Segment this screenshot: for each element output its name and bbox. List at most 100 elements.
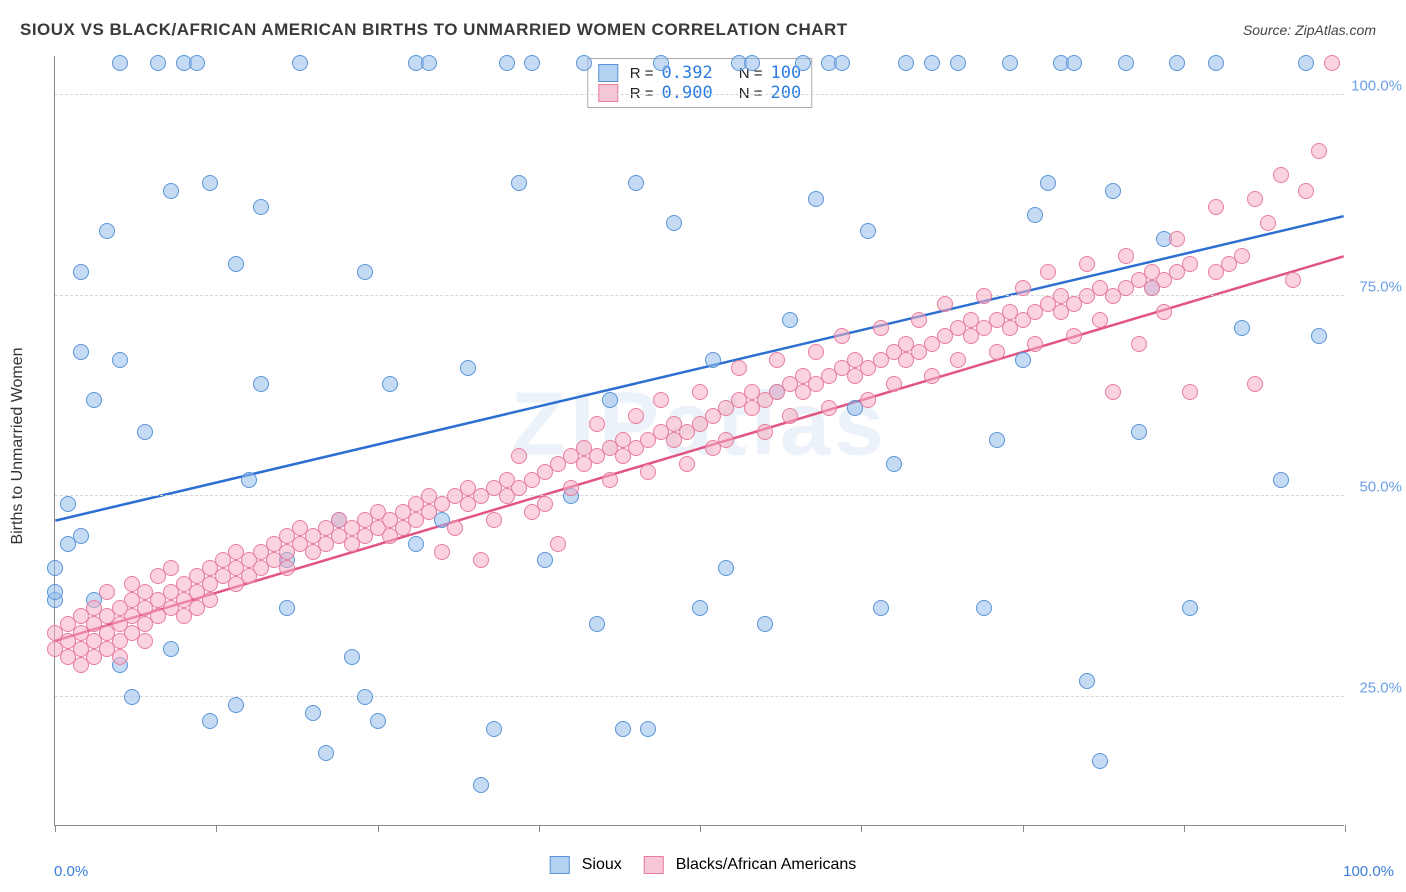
data-point [782,312,798,328]
data-point [1298,183,1314,199]
data-point [1156,304,1172,320]
data-point [950,352,966,368]
data-point [537,496,553,512]
y-axis-label: Births to Unmarried Women [9,347,27,544]
data-point [253,376,269,392]
r-label: R = [630,85,654,102]
r-value: 0.392 [662,63,713,83]
data-point [640,464,656,480]
series-legend: Sioux Blacks/African Americans [550,856,857,874]
data-point [821,400,837,416]
data-point [473,552,489,568]
data-point [1311,143,1327,159]
data-point [757,616,773,632]
data-point [99,584,115,600]
data-point [1027,207,1043,223]
data-point [137,633,153,649]
data-point [692,600,708,616]
data-point [1324,55,1340,71]
data-point [937,296,953,312]
data-point [344,649,360,665]
data-point [1182,384,1198,400]
n-label: N = [739,85,763,102]
data-point [808,191,824,207]
data-point [1273,167,1289,183]
data-point [47,560,63,576]
data-point [808,344,824,360]
data-point [628,408,644,424]
data-point [228,256,244,272]
x-tick [1023,825,1024,832]
data-point [499,55,515,71]
data-point [924,368,940,384]
data-point [163,560,179,576]
data-point [1079,256,1095,272]
data-point [873,320,889,336]
data-point [589,416,605,432]
data-point [1131,424,1147,440]
data-point [1182,256,1198,272]
data-point [511,448,527,464]
data-point [357,689,373,705]
data-point [228,697,244,713]
data-point [382,376,398,392]
x-axis-min-label: 0.0% [54,863,88,880]
data-point [1027,336,1043,352]
data-point [137,424,153,440]
data-point [1169,55,1185,71]
data-point [73,264,89,280]
data-point [421,55,437,71]
legend-item-sioux: Sioux [550,856,622,874]
data-point [60,496,76,512]
data-point [1079,673,1095,689]
data-point [1247,191,1263,207]
data-point [1169,231,1185,247]
data-point [112,352,128,368]
data-point [860,223,876,239]
data-point [524,55,540,71]
data-point [679,456,695,472]
data-point [795,55,811,71]
data-point [976,288,992,304]
data-point [769,352,785,368]
data-point [666,215,682,231]
data-point [589,616,605,632]
data-point [1247,376,1263,392]
data-point [253,199,269,215]
x-tick [1184,825,1185,832]
data-point [112,55,128,71]
data-point [653,55,669,71]
data-point [486,512,502,528]
data-point [886,456,902,472]
legend-label: Blacks/African Americans [676,856,857,874]
data-point [357,264,373,280]
data-point [73,528,89,544]
data-point [1118,248,1134,264]
swatch-pink-icon [598,84,618,102]
y-tick-label: 25.0% [1359,679,1402,696]
gridline [55,696,1344,697]
data-point [744,55,760,71]
legend-row-2: R = 0.900 N = 200 [598,83,801,103]
data-point [99,223,115,239]
data-point [408,536,424,552]
data-point [873,600,889,616]
x-tick [378,825,379,832]
x-tick [700,825,701,832]
data-point [718,560,734,576]
plot-area: ZIPatlas R = 0.392 N = 100 R = 0.900 N =… [54,56,1344,826]
data-point [1118,55,1134,71]
data-point [112,649,128,665]
data-point [1234,248,1250,264]
data-point [576,55,592,71]
data-point [976,600,992,616]
data-point [1273,472,1289,488]
data-point [241,472,257,488]
data-point [602,392,618,408]
data-point [860,392,876,408]
legend-label: Sioux [582,856,622,874]
data-point [202,713,218,729]
legend-row-1: R = 0.392 N = 100 [598,63,801,83]
data-point [1066,55,1082,71]
data-point [886,376,902,392]
